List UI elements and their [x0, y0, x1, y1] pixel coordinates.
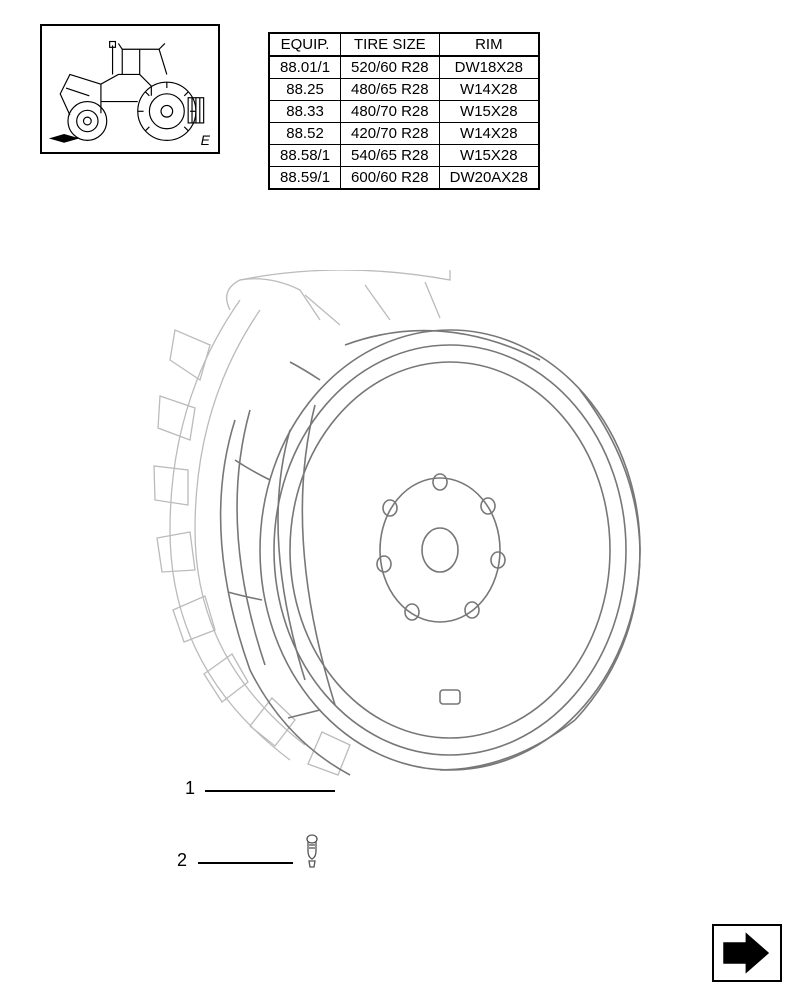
col-equip: EQUIP. — [269, 33, 341, 56]
tire-size-table: EQUIP. TIRE SIZE RIM 88.01/1 520/60 R28 … — [268, 32, 540, 190]
table-row: 88.25 480/65 R28 W14X28 — [269, 79, 539, 101]
callout-label-1: 1 — [185, 778, 195, 799]
wheel-rim-diagram — [140, 270, 680, 810]
tractor-thumbnail: E — [40, 24, 220, 154]
callout-line-1 — [205, 790, 335, 792]
table-row: 88.33 480/70 R28 W15X28 — [269, 101, 539, 123]
col-tire-size: TIRE SIZE — [341, 33, 440, 56]
table-header-row: EQUIP. TIRE SIZE RIM — [269, 33, 539, 56]
table-row: 88.01/1 520/60 R28 DW18X28 — [269, 56, 539, 79]
callout-line-2 — [198, 862, 293, 864]
tire-valve-icon — [300, 833, 324, 869]
col-rim: RIM — [439, 33, 539, 56]
table-row: 88.59/1 600/60 R28 DW20AX28 — [269, 167, 539, 190]
callout-label-2: 2 — [177, 850, 187, 871]
next-page-arrow[interactable] — [712, 924, 782, 982]
table-row: 88.52 420/70 R28 W14X28 — [269, 123, 539, 145]
table-row: 88.58/1 540/65 R28 W15X28 — [269, 145, 539, 167]
thumb-corner-letter: E — [201, 132, 210, 148]
